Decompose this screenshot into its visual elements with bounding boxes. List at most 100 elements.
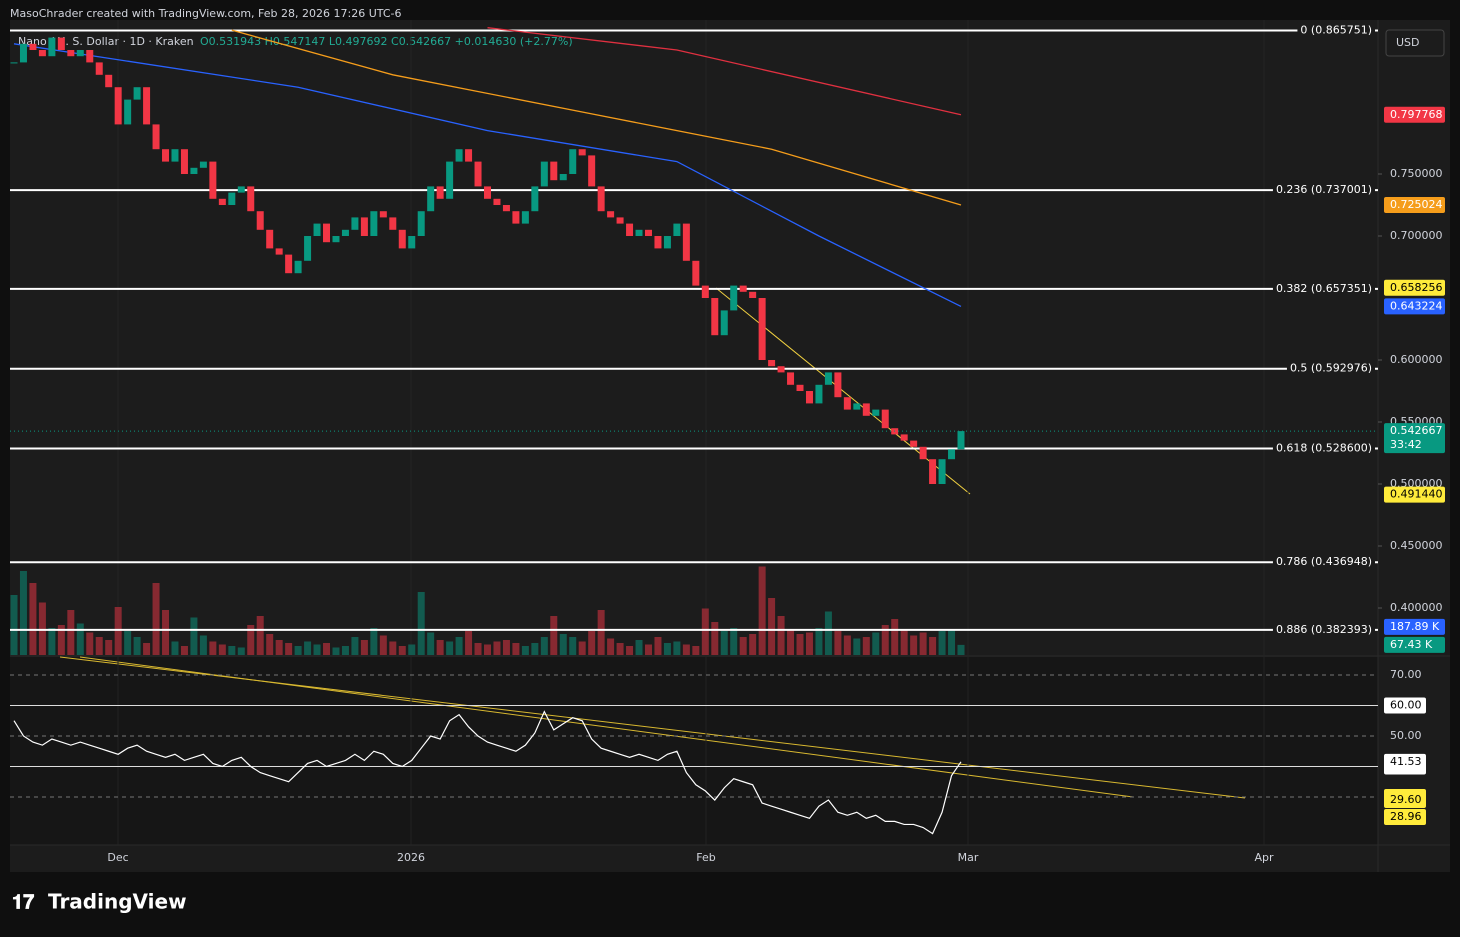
candle bbox=[95, 62, 103, 75]
volume-bar bbox=[48, 628, 56, 655]
rsi-tag bbox=[1384, 792, 1426, 808]
y-tick-label: 0.600000 bbox=[1390, 353, 1443, 366]
rsi-tag-label: 41.53 bbox=[1390, 755, 1422, 768]
candle bbox=[190, 167, 198, 175]
candle bbox=[332, 236, 340, 243]
candle bbox=[218, 198, 226, 206]
volume-bar bbox=[417, 592, 425, 655]
candle bbox=[654, 236, 662, 249]
candle bbox=[635, 229, 643, 237]
rsi-tick-label: 70.00 bbox=[1390, 668, 1422, 681]
y-tick-label: 0.400000 bbox=[1390, 601, 1443, 614]
volume-bar bbox=[597, 610, 605, 655]
volume-bar bbox=[57, 625, 65, 655]
fib-label: 0.5 (0.592976) bbox=[1290, 362, 1372, 375]
candle bbox=[711, 298, 719, 336]
candle bbox=[720, 310, 728, 336]
volume-bar bbox=[540, 637, 548, 655]
x-tick-label: Mar bbox=[958, 851, 979, 864]
volume-bar bbox=[360, 640, 368, 655]
volume-bar bbox=[929, 637, 937, 655]
candle bbox=[266, 229, 274, 249]
volume-bar bbox=[739, 637, 747, 655]
fib-label: 0 (0.865751) bbox=[1300, 23, 1372, 36]
trendline bbox=[715, 287, 971, 495]
volume-bar bbox=[29, 583, 37, 655]
candle bbox=[758, 298, 766, 361]
volume-bar bbox=[758, 566, 766, 655]
volume-bar bbox=[323, 643, 331, 655]
candle bbox=[143, 87, 151, 125]
candle bbox=[559, 174, 567, 181]
volume-bar bbox=[550, 616, 558, 655]
volume-bar bbox=[10, 595, 18, 655]
volume-bar bbox=[341, 646, 349, 655]
candle bbox=[663, 236, 671, 249]
volume-bar bbox=[275, 640, 283, 655]
volume-bar bbox=[285, 643, 293, 655]
volume-bar bbox=[654, 637, 662, 655]
candle bbox=[626, 223, 634, 237]
volume-bar bbox=[938, 631, 946, 655]
price-tag-label: 0.658256 bbox=[1390, 281, 1443, 294]
volume-bar bbox=[247, 625, 255, 655]
volume-bar bbox=[787, 629, 795, 655]
volume-bar bbox=[588, 631, 596, 655]
candle bbox=[341, 229, 349, 237]
candle bbox=[304, 236, 312, 261]
volume-bar bbox=[152, 583, 160, 655]
volume-bar bbox=[919, 632, 927, 655]
volume-bar bbox=[616, 643, 624, 655]
volume-bar bbox=[180, 646, 188, 655]
volume-bar bbox=[881, 625, 889, 655]
volume-bar bbox=[711, 622, 719, 655]
volume-bar bbox=[824, 611, 832, 655]
volume-bar bbox=[948, 629, 956, 655]
volume-bar bbox=[256, 616, 264, 655]
volume-bar bbox=[304, 641, 312, 655]
volume-tag-label: 187.89 K bbox=[1390, 620, 1440, 633]
candle bbox=[540, 161, 548, 187]
rsi-tag bbox=[1384, 753, 1426, 770]
candle bbox=[38, 50, 46, 57]
volume-bar bbox=[95, 637, 103, 655]
fib-label-bg bbox=[1297, 22, 1375, 38]
y-tick-label: 0.700000 bbox=[1390, 229, 1443, 242]
moving-average bbox=[13, 43, 962, 307]
candle bbox=[787, 372, 795, 385]
volume-bar bbox=[484, 644, 491, 655]
candle bbox=[29, 43, 37, 51]
volume-bar bbox=[682, 644, 690, 655]
volume-bar bbox=[578, 641, 586, 655]
candle bbox=[313, 223, 321, 237]
rsi-bg bbox=[10, 657, 1378, 845]
rsi-line bbox=[13, 710, 962, 835]
volume-bar bbox=[446, 641, 454, 655]
candle bbox=[427, 186, 435, 212]
candle bbox=[67, 50, 75, 57]
candle bbox=[607, 211, 615, 218]
candle bbox=[162, 149, 170, 162]
volume-bar bbox=[474, 643, 482, 655]
volume-bar bbox=[105, 640, 113, 655]
fib-label: 0.886 (0.382393) bbox=[1276, 623, 1372, 636]
candle bbox=[152, 124, 160, 150]
candle bbox=[417, 211, 425, 237]
volume-bar bbox=[389, 641, 397, 655]
fib-label-bg bbox=[1272, 621, 1375, 637]
rsi-tag-label: 28.96 bbox=[1390, 810, 1422, 823]
candle bbox=[777, 366, 785, 373]
candle bbox=[521, 211, 529, 224]
volume-bar bbox=[607, 638, 615, 655]
volume-bar bbox=[957, 644, 965, 655]
volume-tag bbox=[1384, 618, 1445, 635]
volume-bar bbox=[67, 610, 75, 655]
candle bbox=[48, 37, 56, 57]
volume-bar bbox=[209, 641, 217, 655]
candle bbox=[19, 43, 27, 63]
volume-tag bbox=[1384, 636, 1445, 653]
candle bbox=[114, 87, 122, 125]
currency-button[interactable] bbox=[1385, 29, 1445, 57]
